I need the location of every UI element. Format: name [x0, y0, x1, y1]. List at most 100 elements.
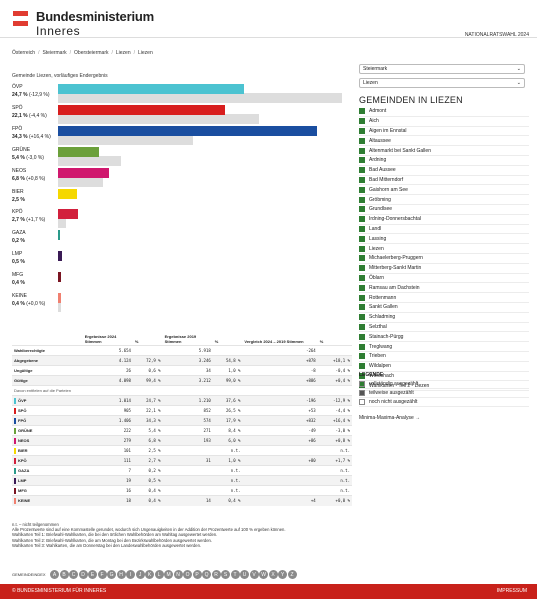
municipality-item[interactable]: Bad Mitterndorf	[359, 176, 529, 186]
row-label: GRÜNE	[12, 425, 83, 436]
index-letter-button[interactable]: I	[126, 570, 136, 579]
logo-subtitle[interactable]: Inneres	[36, 24, 81, 38]
table-cell: 37,6 %	[212, 395, 243, 406]
index-letter-button[interactable]: C	[69, 570, 79, 579]
index-letter-button[interactable]: E	[88, 570, 98, 579]
index-letter-button[interactable]: Z	[287, 570, 297, 579]
table-cell: 24,7 %	[132, 395, 163, 406]
index-letter-button[interactable]: O	[183, 570, 193, 579]
municipality-item[interactable]: Wörschach	[359, 372, 529, 382]
index-letter-button[interactable]: H	[116, 570, 126, 579]
municipality-name: Bad Aussee	[369, 167, 396, 174]
district-select-value: Liezen	[363, 80, 378, 86]
index-letter-button[interactable]: U	[240, 570, 250, 579]
index-letter-button[interactable]: K	[145, 570, 155, 579]
party-color-marker	[14, 417, 16, 424]
index-letter-button[interactable]: Q	[202, 570, 212, 579]
table-cell: 99,0 %	[212, 375, 243, 386]
municipality-item[interactable]: Landl	[359, 225, 529, 235]
breadcrumb-item[interactable]: Steiermark	[42, 50, 67, 56]
status-square-icon	[359, 284, 365, 291]
breadcrumb-item[interactable]: Obersteiermark	[74, 50, 109, 56]
municipality-item[interactable]: Selzthal	[359, 323, 529, 333]
index-letter-button[interactable]: D	[78, 570, 88, 579]
municipality-name: Mitterberg-Sankt Martin	[369, 265, 422, 272]
breadcrumb: Österreich / Steiermark / Obersteiermark / …	[12, 50, 153, 56]
bar-2019	[58, 113, 259, 124]
status-square-icon	[359, 235, 365, 242]
table-cell: 3.246	[162, 355, 213, 366]
row-label-text: SPÖ	[18, 407, 27, 413]
municipality-item[interactable]: Aigen im Ennstal	[359, 127, 529, 137]
table-row: FPÖ 1.406 34,3 % 574 17,9 % +832 +16,4 %	[12, 415, 352, 426]
municipality-name: Lassing	[369, 235, 387, 242]
index-letter-button[interactable]: S	[221, 570, 231, 579]
index-letter-button[interactable]: G	[107, 570, 117, 579]
municipality-item[interactable]: Admont	[359, 107, 529, 117]
municipality-name: Selzthal	[369, 323, 387, 330]
municipality-name: Grundlsee	[369, 206, 393, 213]
municipality-item[interactable]: Schladming	[359, 313, 529, 323]
municipality-item[interactable]: Trieben	[359, 352, 529, 362]
municipality-item[interactable]: Altenmarkt bei Sankt Gallen	[359, 146, 529, 156]
table-cell: 18	[82, 495, 133, 506]
municipality-item[interactable]: Rottenmann	[359, 293, 529, 303]
bar-2024	[58, 125, 317, 136]
party-value: 0,2 %	[12, 238, 25, 244]
district-select[interactable]: Liezen ⌄	[359, 78, 525, 88]
index-letter-button[interactable]: M	[164, 570, 174, 579]
index-letter-button[interactable]: W	[259, 570, 269, 579]
party-percent: 0,4 %	[12, 301, 25, 307]
table-cell: -8	[242, 365, 318, 376]
row-label: Wahlberechtigte	[12, 345, 83, 356]
municipality-item[interactable]: Altaussee	[359, 136, 529, 147]
municipality-item[interactable]: Gaishorn am See	[359, 185, 529, 196]
municipality-item[interactable]: Michaelerberg-Pruggern	[359, 254, 529, 264]
index-letter-button[interactable]: P	[192, 570, 202, 579]
status-square-icon	[359, 294, 365, 301]
municipality-item[interactable]: Wildalpen	[359, 362, 529, 372]
legend-square-icon	[359, 390, 365, 396]
row-label-text: Abgegebene	[14, 358, 39, 363]
municipality-item[interactable]: Treglwang	[359, 342, 529, 352]
index-letter-button[interactable]: L	[154, 570, 164, 579]
breadcrumb-item[interactable]: Liezen	[115, 50, 131, 56]
breadcrumb-item[interactable]: Österreich	[12, 50, 36, 56]
status-square-icon	[359, 225, 365, 232]
table-cell: 271	[162, 425, 213, 436]
table-cell: +53	[242, 405, 318, 416]
municipality-item[interactable]: Mitterberg-Sankt Martin	[359, 264, 529, 274]
municipality-item[interactable]: Aich	[359, 117, 529, 127]
state-select[interactable]: Steiermark ⌄	[359, 64, 525, 74]
table-cell: 7	[82, 465, 133, 476]
municipality-item[interactable]: Lassing	[359, 234, 529, 245]
index-letter-button[interactable]: J	[135, 570, 145, 579]
index-letter-button[interactable]: V	[249, 570, 259, 579]
imprint-link[interactable]: IMPRESSUM	[496, 588, 527, 594]
municipality-item[interactable]: Stainach-Pürgg	[359, 332, 529, 343]
municipality-item[interactable]: Gröbming	[359, 195, 529, 205]
municipality-item[interactable]: Ardning	[359, 156, 529, 166]
footnote: Alle Prozentwerte sind auf eine Kommaste…	[12, 527, 286, 533]
index-letter-button[interactable]: R	[211, 570, 221, 579]
municipality-name: Aigen im Ennstal	[369, 127, 407, 134]
municipality-item[interactable]: Ramsau am Dachstein	[359, 283, 529, 294]
index-letter-button[interactable]: T	[230, 570, 240, 579]
minmax-analysis-link[interactable]: Minima-Maxima-Analyse →	[359, 415, 421, 421]
municipality-item[interactable]: Öblarn	[359, 274, 529, 284]
index-letter-button[interactable]: Y	[278, 570, 288, 579]
municipality-item[interactable]: Bad Aussee	[359, 166, 529, 176]
table-cell: +0,4 %	[317, 375, 352, 386]
municipality-item[interactable]: Liezen	[359, 244, 529, 254]
municipality-item[interactable]: Sankt Gallen	[359, 303, 529, 313]
index-letter-button[interactable]: B	[59, 570, 69, 579]
index-letter-button[interactable]: N	[173, 570, 183, 579]
logo-title[interactable]: Bundesministerium	[36, 9, 154, 24]
index-letter-button[interactable]: X	[268, 570, 278, 579]
index-letter-button[interactable]: A	[50, 570, 60, 579]
index-letter-button[interactable]: F	[97, 570, 107, 579]
party-change: (-3,0 %)	[26, 154, 44, 161]
table-row: LMP 19 0,5 % n.t. n.t.	[12, 475, 352, 486]
municipality-item[interactable]: Irdning-Donnersbachtal	[359, 215, 529, 225]
municipality-item[interactable]: Grundlsee	[359, 205, 529, 215]
